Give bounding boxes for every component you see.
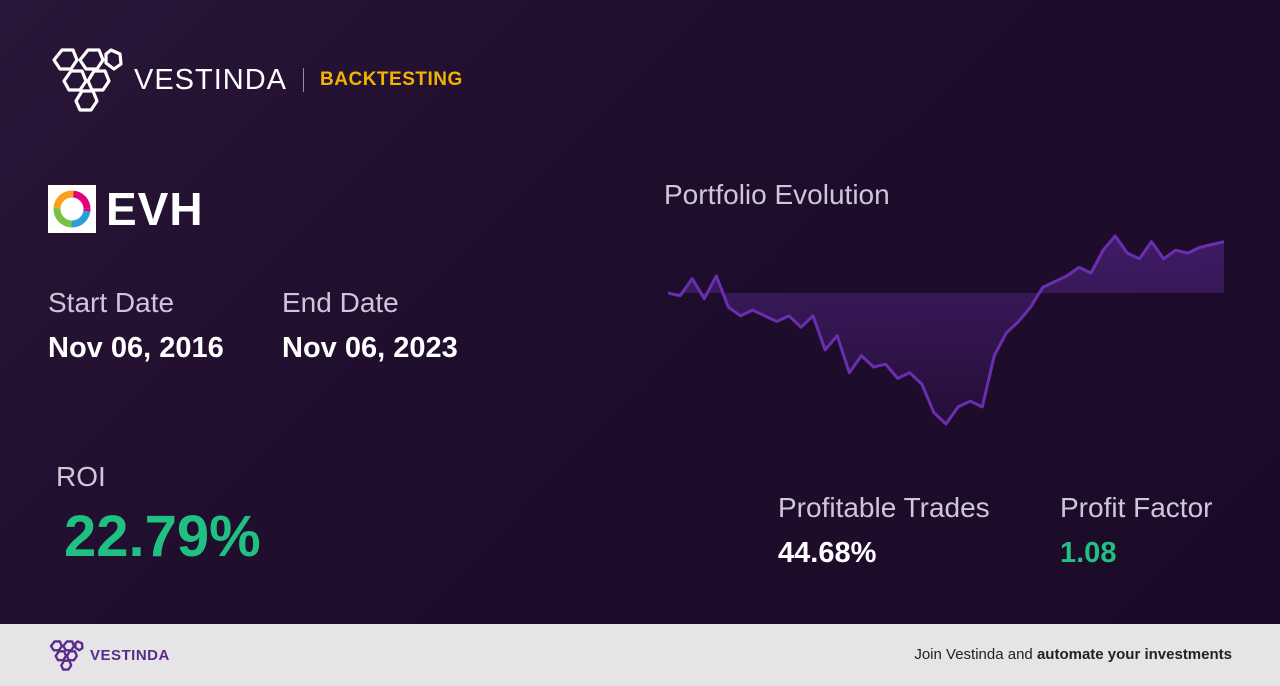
footer-logo[interactable]: VESTINDA — [48, 640, 170, 671]
profit-factor-value: 1.08 — [1060, 537, 1117, 569]
backtest-card: VESTINDA BACKTESTING EVH Start Date Nov … — [0, 0, 1280, 624]
footer-cta-prefix: Join Vestinda and — [914, 646, 1037, 663]
roi-label: ROI — [56, 461, 106, 492]
chart-title: Portfolio Evolution — [664, 179, 890, 210]
header-divider — [303, 68, 305, 92]
start-date-value: Nov 06, 2016 — [48, 332, 224, 364]
profitable-trades-value: 44.68% — [778, 537, 877, 569]
vestinda-logo-icon — [52, 48, 123, 112]
footer-cta[interactable]: Join Vestinda and automate your investme… — [914, 646, 1232, 663]
asset-ticker: EVH — [48, 182, 204, 236]
vestinda-footer-logo-icon — [49, 640, 84, 671]
start-date-label: Start Date — [48, 287, 175, 318]
ticker-logo-icon — [48, 185, 96, 233]
chart-line — [667, 234, 1225, 426]
brand-name: VESTINDA — [134, 63, 288, 96]
footer-brand-name: VESTINDA — [90, 647, 170, 664]
roi-value: 22.79% — [64, 504, 261, 569]
section-tag: BACKTESTING — [320, 69, 463, 90]
end-date-label: End Date — [282, 287, 399, 318]
end-date-value: Nov 06, 2023 — [282, 332, 458, 364]
profit-factor-label: Profit Factor — [1060, 492, 1213, 523]
ticker-symbol: EVH — [106, 183, 204, 235]
header-logo[interactable]: VESTINDA BACKTESTING — [48, 47, 463, 113]
footer-cta-bold: automate your investments — [1036, 646, 1232, 663]
portfolio-chart — [667, 234, 1225, 426]
footer-bar: VESTINDA Join Vestinda and automate your… — [0, 624, 1280, 686]
chart-area-fill — [668, 236, 1224, 424]
profitable-trades-label: Profitable Trades — [778, 492, 990, 523]
